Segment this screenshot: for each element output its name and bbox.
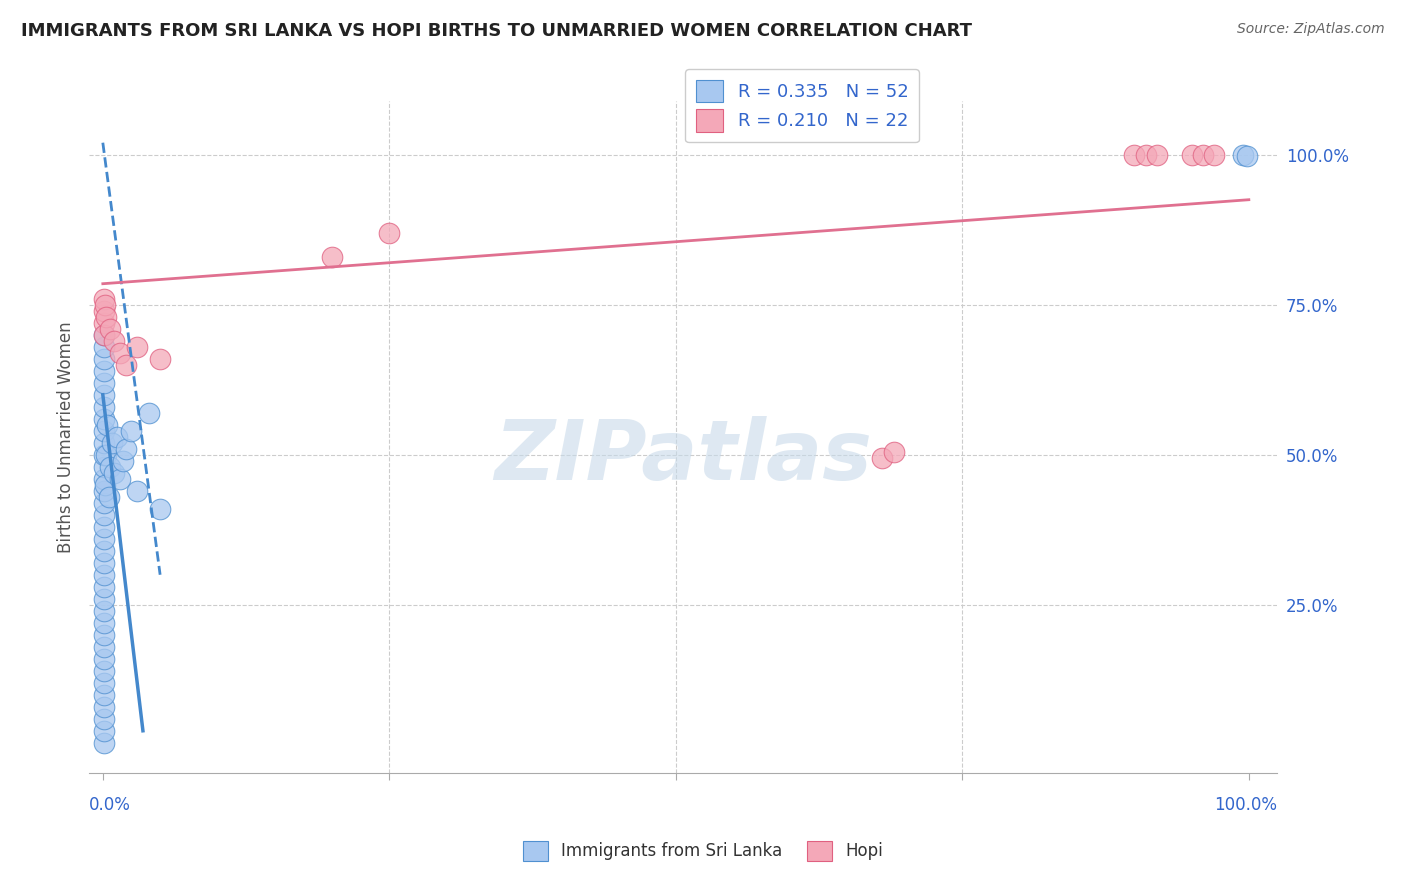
Point — [93, 376, 115, 390]
Point — [108, 472, 131, 486]
Point — [93, 388, 115, 402]
Legend: Immigrants from Sri Lanka, Hopi: Immigrants from Sri Lanka, Hopi — [516, 834, 890, 868]
Point — [93, 327, 115, 342]
Point — [127, 483, 149, 498]
Point — [93, 628, 115, 642]
Point — [93, 340, 115, 354]
Point — [883, 444, 905, 458]
Point — [93, 316, 115, 330]
Point — [1135, 147, 1157, 161]
Point — [93, 435, 115, 450]
Point — [870, 450, 893, 465]
Point — [93, 640, 115, 654]
Point — [93, 459, 115, 474]
Point — [149, 351, 172, 366]
Point — [149, 501, 172, 516]
Point — [1146, 147, 1168, 161]
Text: IMMIGRANTS FROM SRI LANKA VS HOPI BIRTHS TO UNMARRIED WOMEN CORRELATION CHART: IMMIGRANTS FROM SRI LANKA VS HOPI BIRTHS… — [21, 22, 972, 40]
Point — [93, 424, 115, 438]
Point — [121, 424, 143, 438]
Point — [103, 334, 125, 348]
Point — [93, 292, 115, 306]
Point — [93, 664, 115, 678]
Point — [103, 466, 125, 480]
Point — [378, 226, 401, 240]
Point — [93, 580, 115, 594]
Point — [93, 496, 115, 510]
Point — [93, 556, 115, 570]
Point — [93, 508, 115, 522]
Point — [94, 298, 117, 312]
Point — [127, 340, 149, 354]
Point — [93, 364, 115, 378]
Point — [1123, 147, 1146, 161]
Point — [114, 358, 136, 372]
Point — [101, 435, 124, 450]
Point — [93, 591, 115, 606]
Point — [1204, 147, 1226, 161]
Text: ZIPatlas: ZIPatlas — [495, 417, 872, 498]
Text: 0.0%: 0.0% — [89, 796, 131, 814]
Point — [93, 411, 115, 425]
Text: 100.0%: 100.0% — [1215, 796, 1278, 814]
Point — [105, 430, 128, 444]
Y-axis label: Births to Unmarried Women: Births to Unmarried Women — [58, 321, 75, 552]
Point — [1180, 147, 1202, 161]
Point — [1232, 147, 1254, 161]
Point — [93, 472, 115, 486]
Point — [93, 567, 115, 582]
Point — [96, 448, 118, 462]
Point — [112, 454, 135, 468]
Point — [93, 543, 115, 558]
Point — [93, 723, 115, 738]
Point — [93, 400, 115, 414]
Point — [1236, 149, 1258, 163]
Point — [108, 345, 131, 359]
Point — [93, 652, 115, 666]
Point — [98, 322, 121, 336]
Point — [93, 615, 115, 630]
Point — [93, 688, 115, 702]
Point — [96, 417, 118, 432]
Text: Source: ZipAtlas.com: Source: ZipAtlas.com — [1237, 22, 1385, 37]
Point — [93, 699, 115, 714]
Point — [98, 459, 121, 474]
Point — [97, 490, 120, 504]
Point — [93, 327, 115, 342]
Point — [93, 712, 115, 726]
Legend: R = 0.335   N = 52, R = 0.210   N = 22: R = 0.335 N = 52, R = 0.210 N = 22 — [685, 70, 920, 143]
Point — [93, 604, 115, 618]
Point — [93, 675, 115, 690]
Point — [138, 406, 160, 420]
Point — [1192, 147, 1215, 161]
Point — [94, 477, 117, 491]
Point — [114, 442, 136, 456]
Point — [93, 520, 115, 534]
Point — [93, 303, 115, 318]
Point — [321, 250, 343, 264]
Point — [93, 483, 115, 498]
Point — [96, 310, 118, 324]
Point — [93, 736, 115, 750]
Point — [93, 351, 115, 366]
Point — [93, 448, 115, 462]
Point — [93, 532, 115, 546]
